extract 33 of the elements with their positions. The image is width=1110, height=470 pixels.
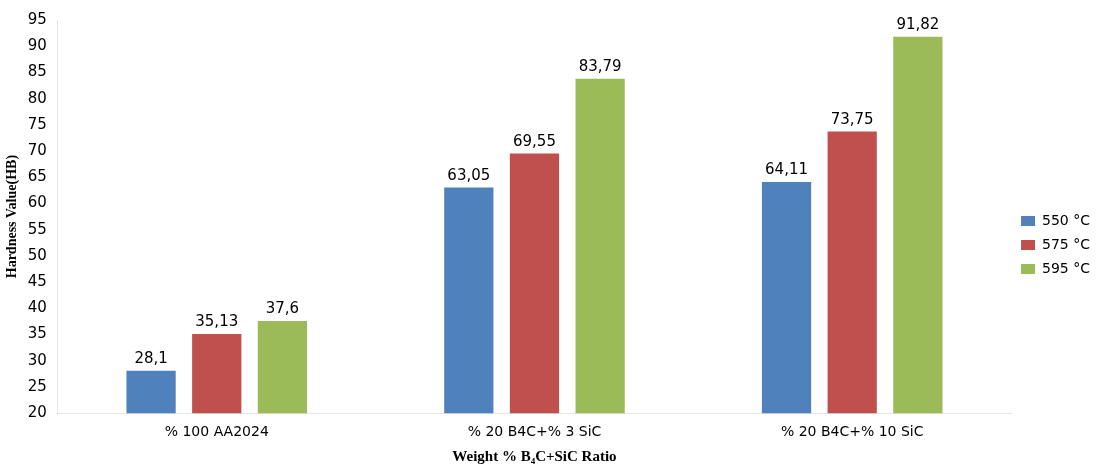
y-tick-label: 90 <box>27 36 47 55</box>
y-axis-title: Hardness Value(HB) <box>4 154 21 279</box>
y-tick-label: 35 <box>27 324 47 343</box>
y-tick-label: 70 <box>27 140 47 159</box>
x-axis-title: Weight % B₄C+SiC Ratio <box>452 447 617 464</box>
legend-label: 595 °C <box>1042 259 1091 276</box>
data-label: 91,82 <box>896 15 940 34</box>
data-label: 83,79 <box>578 57 622 76</box>
y-tick-label: 75 <box>27 114 47 133</box>
data-label: 64,11 <box>765 160 809 179</box>
data-label: 69,55 <box>512 131 556 150</box>
y-tick-label: 80 <box>27 88 47 107</box>
y-tick-label: 45 <box>27 272 47 291</box>
data-label: 28,1 <box>134 349 168 368</box>
y-tick-label: 30 <box>27 350 47 369</box>
data-label: 73,75 <box>830 109 874 128</box>
y-tick-label: 50 <box>27 245 47 264</box>
data-label: 35,13 <box>195 312 239 331</box>
data-label: 37,6 <box>265 299 300 318</box>
y-tick-label: 95 <box>27 9 47 28</box>
x-tick-label: % 100 AA2024 <box>164 423 269 440</box>
legend-label: 550 °C <box>1042 211 1091 228</box>
legend-label: 575 °C <box>1042 235 1091 252</box>
y-tick-label: 40 <box>27 298 47 317</box>
x-tick-label: % 20 B4C+% 10 SiC <box>780 423 924 440</box>
y-tick-label: 55 <box>27 219 47 238</box>
y-tick-label: 65 <box>27 167 47 186</box>
y-tick-label: 60 <box>27 193 47 212</box>
y-tick-label: 85 <box>27 62 47 81</box>
y-tick-label: 25 <box>27 376 47 395</box>
y-tick-label: 20 <box>27 403 47 422</box>
x-tick-label: % 20 B4C+% 3 SiC <box>467 423 602 440</box>
data-label: 63,05 <box>447 165 491 184</box>
